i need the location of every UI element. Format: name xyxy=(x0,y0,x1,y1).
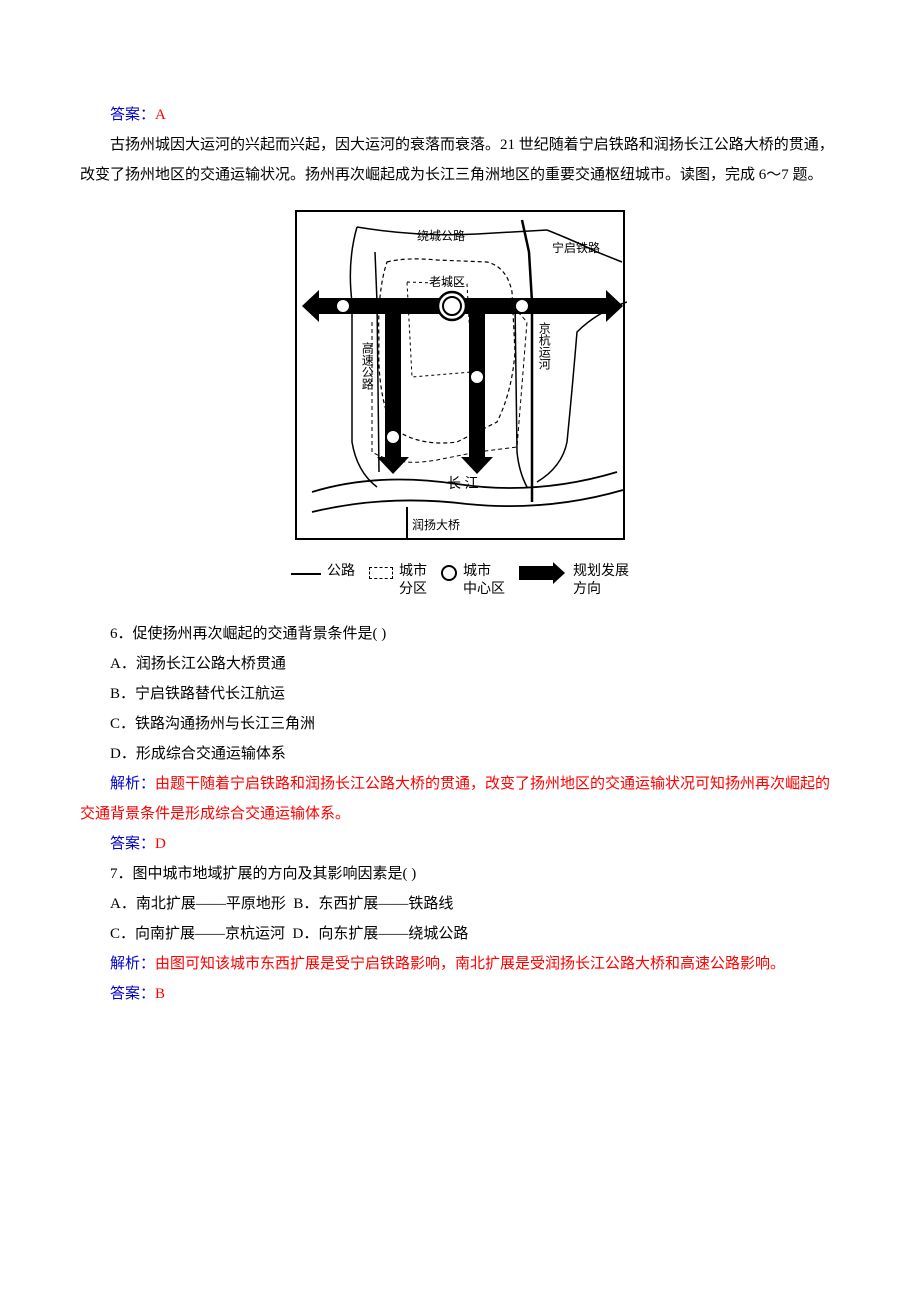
answer-prefix: 答案： xyxy=(110,836,155,852)
q7-opt-a: A．南北扩展——平原地形 xyxy=(110,896,286,912)
q7-opt-b: B．东西扩展——铁路线 xyxy=(293,896,453,912)
passage-text: 古扬州城因大运河的兴起而兴起，因大运河的衰落而衰落。21 世纪随着宁启铁路和润扬… xyxy=(80,130,840,190)
q6-answer: 答案：D xyxy=(80,829,840,859)
q7-answer: 答案：B xyxy=(80,979,840,1009)
legend-district-label: 城市 分区 xyxy=(399,563,427,599)
q6-opt-b: B．宁启铁路替代长江航运 xyxy=(80,679,840,709)
answer-value: B xyxy=(155,986,165,1002)
label-ring-road: 绕城公路 xyxy=(417,230,465,243)
legend-plan-label: 规划发展 方向 xyxy=(573,563,629,599)
answer-prefix: 答案： xyxy=(110,107,155,123)
label-old-city: 老城区 xyxy=(429,276,465,289)
label-yangtze: 长 江 xyxy=(447,477,479,492)
q6-opt-d: D．形成综合交通运输体系 xyxy=(80,739,840,769)
q7-opts-ab: A．南北扩展——平原地形 B．东西扩展——铁路线 xyxy=(80,889,840,919)
label-canal: 京杭运河 xyxy=(537,322,550,370)
jiexi-text: 由题干随着宁启铁路和润扬长江公路大桥的贯通，改变了扬州地区的交通运输状况可知扬州… xyxy=(80,776,830,822)
label-ningqi: 宁启铁路 xyxy=(552,242,600,255)
q7-opts-cd: C．向南扩展——京杭运河 D．向东扩展——绕城公路 xyxy=(80,919,840,949)
map-legend: 公路 城市 分区 城市 中心区 规划发展 方向 xyxy=(80,563,840,599)
q6-opt-a: A．润扬长江公路大桥贯通 xyxy=(80,649,840,679)
q7-opt-d: D．向东扩展——绕城公路 xyxy=(293,926,469,942)
jiexi-prefix: 解析： xyxy=(110,956,155,972)
legend-district: 城市 分区 xyxy=(369,563,427,599)
answer-5: 答案：A xyxy=(80,100,840,130)
road-line-icon xyxy=(291,573,321,575)
legend-road-label: 公路 xyxy=(327,563,355,581)
label-expressway: 高速公路 xyxy=(360,342,373,390)
answer-prefix: 答案： xyxy=(110,986,155,1002)
q7-stem: 7．图中城市地域扩展的方向及其影响因素是( ) xyxy=(80,859,840,889)
diagram-container: 绕城公路 宁启铁路 老城区 高速公路 京杭运河 长 江 润扬大桥 公路 城市 分… xyxy=(80,210,840,599)
legend-plan: 规划发展 方向 xyxy=(519,563,629,599)
q6-stem: 6．促使扬州再次崛起的交通背景条件是( ) xyxy=(80,619,840,649)
jiexi-text: 由图可知该城市东西扩展是受宁启铁路影响，南北扩展是受润扬长江公路大桥和高速公路影… xyxy=(155,956,785,972)
label-runyang: 润扬大桥 xyxy=(412,519,460,532)
legend-center-label: 城市 中心区 xyxy=(463,563,505,599)
yangzhou-map: 绕城公路 宁启铁路 老城区 高速公路 京杭运河 长 江 润扬大桥 xyxy=(295,210,625,540)
jiexi-prefix: 解析： xyxy=(110,776,155,792)
map-svg xyxy=(297,212,627,542)
arrow-icon xyxy=(519,566,555,580)
q6-jiexi: 解析：由题干随着宁启铁路和润扬长江公路大桥的贯通，改变了扬州地区的交通运输状况可… xyxy=(80,769,840,829)
q7-opt-c: C．向南扩展——京杭运河 xyxy=(110,926,285,942)
legend-road: 公路 xyxy=(291,563,355,581)
dash-box-icon xyxy=(369,567,393,579)
answer-value: D xyxy=(155,836,166,852)
legend-center: 城市 中心区 xyxy=(441,563,505,599)
answer-value: A xyxy=(155,107,166,123)
circle-icon xyxy=(441,565,457,581)
q7-jiexi: 解析：由图可知该城市东西扩展是受宁启铁路影响，南北扩展是受润扬长江公路大桥和高速… xyxy=(80,949,840,979)
q6-opt-c: C．铁路沟通扬州与长江三角洲 xyxy=(80,709,840,739)
